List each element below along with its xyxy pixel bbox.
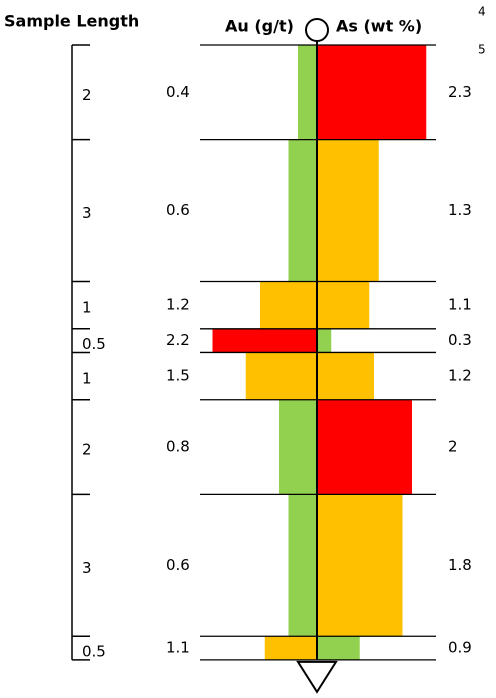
- sample-length-header: Sample Length: [4, 12, 139, 31]
- length-label: 1: [82, 370, 92, 388]
- lines: 2 0.4 2.3 3 0.6 1.3 1 1.2 1.1 0.5 2.2 0.3 1 1.5 1.2 2 0.…: [71, 18, 472, 694]
- au-label: 1.5: [166, 367, 190, 385]
- as-label: 1.8: [448, 556, 472, 574]
- collar: [305, 18, 329, 42]
- au-bar: [298, 45, 317, 140]
- corner-label: 5: [478, 43, 486, 57]
- au-label: 0.4: [166, 83, 190, 101]
- au-label: 0.8: [166, 438, 190, 456]
- au-bar: [245, 352, 317, 400]
- length-label: 2: [82, 441, 92, 459]
- length-label: 2: [82, 86, 92, 104]
- au-label: 1.1: [166, 639, 190, 657]
- au-label: 0.6: [166, 556, 190, 574]
- au-label: 2.2: [166, 331, 190, 349]
- as-header: As (wt %): [336, 17, 422, 36]
- corner-label: 4: [478, 5, 486, 19]
- au-label: 1.2: [166, 296, 190, 314]
- as-bar: [317, 281, 370, 329]
- as-label: 2: [448, 438, 458, 456]
- as-bar: [317, 399, 412, 495]
- au-bar: [212, 328, 317, 353]
- length-label: 0.5: [82, 335, 106, 353]
- as-bar: [317, 636, 360, 660]
- as-label: 1.3: [448, 201, 472, 219]
- length-label: 0.5: [82, 643, 106, 661]
- length-label: 1: [82, 299, 92, 317]
- as-label: 0.9: [448, 639, 472, 657]
- au-label: 0.6: [166, 201, 190, 219]
- au-bar: [288, 139, 317, 282]
- as-label: 1.1: [448, 296, 472, 314]
- au-bar: [279, 399, 317, 495]
- as-bar: [317, 328, 332, 353]
- as-bar: [317, 139, 379, 282]
- bars: [212, 45, 427, 660]
- au-bar: [288, 494, 317, 637]
- as-bar: [317, 352, 374, 400]
- length-label: 3: [82, 204, 92, 222]
- au-bar: [264, 636, 317, 660]
- end-of-hole: [296, 660, 338, 694]
- as-label: 1.2: [448, 367, 472, 385]
- as-bar: [317, 45, 427, 140]
- au-header: Au (g/t): [225, 17, 294, 36]
- au-bar: [260, 281, 317, 329]
- as-bar: [317, 494, 403, 637]
- as-label: 0.3: [448, 331, 472, 349]
- as-label: 2.3: [448, 83, 472, 101]
- length-label: 3: [82, 559, 92, 577]
